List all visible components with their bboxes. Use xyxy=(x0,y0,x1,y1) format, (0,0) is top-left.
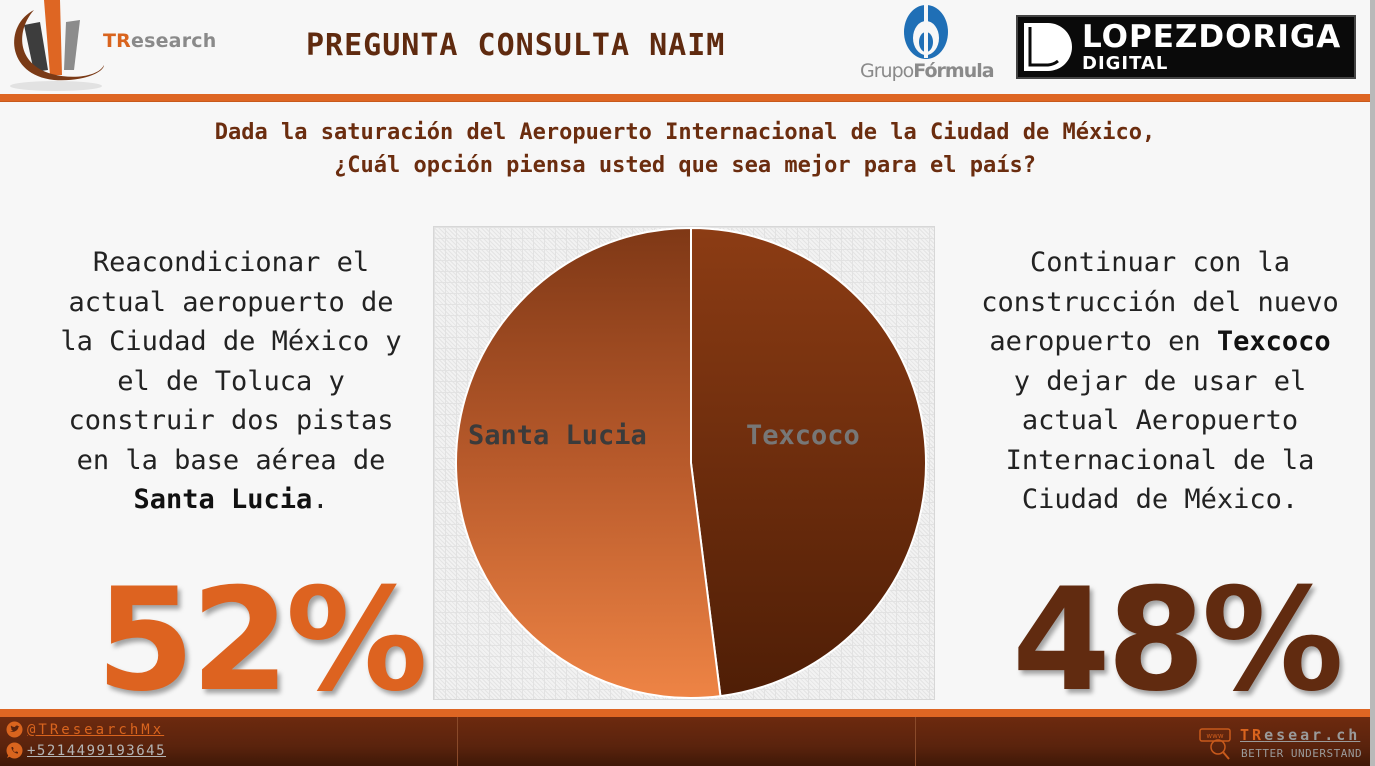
option-santa-lucia-text: Reacondicionar el actual aeropuerto de l… xyxy=(60,247,402,515)
slice-label-santa-lucia: Santa Lucia xyxy=(468,420,647,451)
pie-slice-santa-lucia xyxy=(455,227,722,699)
pie-chart-svg xyxy=(455,227,927,699)
footer-separator xyxy=(915,717,916,766)
www-search-icon: www xyxy=(1199,728,1231,760)
texcoco-percent: 48% xyxy=(1012,558,1344,723)
footer-divider xyxy=(0,709,1370,717)
header: TResearch PREGUNTA CONSULTA NAIM GrupoFó… xyxy=(0,0,1370,94)
tresearch-logo-icon xyxy=(10,0,104,91)
tagline: BETTER UNDERSTAND xyxy=(1241,747,1363,760)
question: Dada la saturación del Aeropuerto Intern… xyxy=(214,120,1156,178)
option-texcoco-text: Continuar con la construcción del nuevo … xyxy=(981,247,1339,515)
whatsapp-icon xyxy=(6,742,23,759)
pie-slice-texcoco xyxy=(690,227,927,698)
twitter-link[interactable]: @TResearchMx xyxy=(27,721,165,738)
lopezdoriga-d-icon xyxy=(1024,23,1072,71)
brand-name: TResearch xyxy=(103,30,217,52)
grupo-formula-text: GrupoFórmula xyxy=(860,60,995,82)
twitter-handle-row: @TResearchMx xyxy=(6,721,164,738)
phone-link[interactable]: +5214499193645 xyxy=(27,742,167,759)
twitter-icon xyxy=(6,721,23,738)
page-title: PREGUNTA CONSULTA NAIM xyxy=(306,28,726,63)
svg-text:www: www xyxy=(1206,732,1223,740)
grupo-formula-logo-icon xyxy=(904,4,948,59)
phone-row: +5214499193645 xyxy=(6,742,166,759)
website-block: www TResear.ch BETTER UNDERSTAND xyxy=(1199,725,1369,765)
slide-edge xyxy=(1370,0,1375,766)
lopezdoriga-logo: LOPEZDORIGA DIGITAL xyxy=(1016,15,1356,79)
pie-chart: Santa Lucia Texcoco xyxy=(433,226,935,700)
header-divider xyxy=(0,94,1370,102)
footer-separator xyxy=(457,717,458,766)
website-link[interactable]: TResear.ch xyxy=(1240,726,1361,744)
slice-label-texcoco: Texcoco xyxy=(746,420,860,451)
footer: @TResearchMx +5214499193645 www TResear.… xyxy=(0,717,1370,766)
santa-lucia-percent: 52% xyxy=(96,558,428,723)
